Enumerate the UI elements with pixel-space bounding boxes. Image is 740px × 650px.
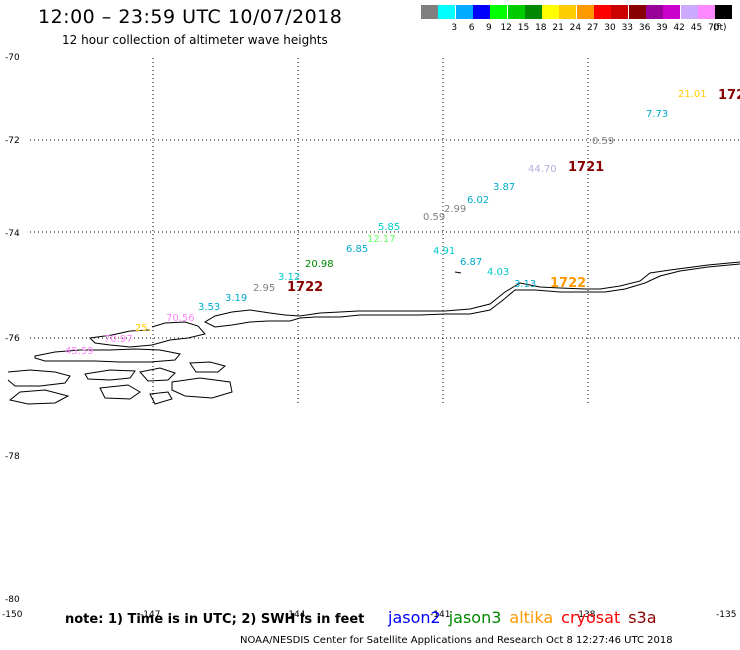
lat-label-74: -74 [5, 229, 20, 239]
legend-swatch [455, 5, 473, 19]
legend-label: 36 [638, 23, 651, 33]
wave-height-label: 0.59 [423, 212, 446, 223]
legend-unit: (ft) [713, 23, 727, 33]
wave-height-label: 7.73 [646, 109, 669, 120]
satellite-name: jason3 [448, 608, 502, 627]
islet [454, 271, 462, 274]
coastline [7, 261, 740, 405]
legend-label: 15 [517, 23, 530, 33]
legend-swatch [611, 5, 629, 19]
island-4 [139, 367, 176, 382]
satellite-name: jason2 [388, 608, 441, 627]
page-subtitle: 12 hour collection of altimeter wave hei… [62, 33, 328, 47]
satellite-legend: jason2 jason3 altika cryosat s3a [388, 608, 665, 627]
wave-height-label: 2.95 [253, 283, 276, 294]
wave-height-label: 0.59 [592, 136, 615, 147]
lat-label-78: -78 [5, 452, 20, 462]
legend-label: 39 [656, 23, 668, 33]
lon-label-147: -147 [140, 610, 160, 620]
island-8 [8, 389, 70, 405]
wave-height-label: 6.02 [467, 195, 490, 206]
wave-height-label: 21.01 [678, 89, 707, 100]
legend-swatch [680, 5, 698, 19]
legend-swatch [645, 5, 663, 19]
legend-swatch [663, 5, 681, 19]
wave-height-label: 4.03 [487, 267, 510, 278]
wave-height-label: 3.12 [278, 272, 301, 283]
lat-label-72: -72 [5, 136, 20, 146]
satellite-name: altika [509, 608, 554, 627]
legend-label: 33 [621, 23, 634, 33]
lat-label-70: -70 [5, 53, 20, 63]
track-time-label: 1722 [287, 280, 324, 295]
legend-label: 30 [604, 23, 616, 33]
legend-label: 18 [535, 23, 547, 33]
wave-height-label: 70.56 [166, 313, 195, 324]
legend-label: 6 [468, 23, 475, 33]
legend-swatch [628, 5, 646, 19]
wave-height-label: 4.91 [433, 246, 456, 257]
legend-swatch [542, 5, 560, 19]
wave-height-label: 70.97 [104, 334, 133, 345]
page-title: 12:00 – 23:59 UTC 10/07/2018 [38, 6, 343, 28]
wave-height-label: 5.85 [378, 222, 401, 233]
island-7 [99, 384, 141, 400]
wave-height-label: 2.99 [444, 204, 467, 215]
legend-label: 3 [451, 23, 458, 33]
wave-height-label: 3.13 [514, 279, 537, 290]
wave-height-label: 44.70 [528, 164, 557, 175]
legend-swatch [490, 5, 508, 19]
satellite-name: s3a [628, 608, 657, 627]
island-2 [7, 369, 71, 387]
legend-swatch [715, 5, 733, 19]
footnote: note: 1) Time is in UTC; 2) SWH is in fe… [65, 612, 365, 627]
wave-height-label: 6.85 [346, 244, 369, 255]
legend-swatch [594, 5, 611, 19]
lon-label-135: -135 [716, 610, 736, 620]
island-6 [171, 377, 233, 399]
wave-height-label: 3.87 [493, 182, 516, 193]
satellite-name: cryosat [561, 608, 621, 627]
lat-label-76: -76 [5, 334, 20, 344]
lat-label-80: -80 [5, 595, 20, 605]
island-3 [84, 369, 136, 381]
track-time-label: 1721 [568, 160, 605, 175]
legend-label: 45 [690, 23, 703, 33]
legend-label: 42 [673, 23, 685, 33]
credit-line: NOAA/NESDIS Center for Satellite Applica… [240, 635, 673, 646]
legend-swatch [507, 5, 525, 19]
legend-label: 70 [708, 23, 720, 33]
wave-height-label: 3.53 [198, 302, 221, 313]
legend-swatch [421, 5, 438, 19]
wave-height-label: 6.87 [460, 257, 483, 268]
island-1 [34, 348, 181, 363]
lon-label-141: -141 [430, 610, 450, 620]
legend-label: 21 [552, 23, 564, 33]
wave-height-label: 3.19 [225, 293, 248, 304]
wave-height-label: 25. [135, 323, 151, 334]
wave-height-label: 45.59 [65, 346, 94, 357]
track-time-label: 172 [718, 88, 740, 103]
legend-label: 12 [500, 23, 512, 33]
island-9 [149, 391, 173, 405]
wave-height-label: 12.17 [367, 234, 396, 245]
lon-label-144: -144 [285, 610, 306, 620]
shelf-front [88, 321, 206, 348]
legend-swatch [472, 5, 490, 19]
legend-swatch [438, 5, 456, 19]
ice-shelf-coastline [203, 261, 740, 328]
wave-height-label: 20.98 [305, 259, 334, 270]
legend-label: 27 [586, 23, 599, 33]
legend-swatch [524, 5, 542, 19]
lon-label-150: -150 [2, 610, 23, 620]
island-5 [189, 361, 227, 373]
legend-swatch [559, 5, 577, 19]
legend-swatch [697, 5, 715, 19]
legend-label: 9 [486, 23, 492, 33]
lon-label-138: -138 [575, 610, 596, 620]
track-time-label: 1722 [550, 276, 587, 291]
legend-label: 24 [569, 23, 582, 33]
legend-swatch [576, 5, 594, 19]
